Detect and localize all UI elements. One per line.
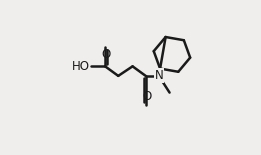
Text: N: N bbox=[155, 69, 163, 82]
Text: O: O bbox=[102, 48, 111, 61]
Text: O: O bbox=[142, 90, 152, 103]
Text: HO: HO bbox=[72, 60, 90, 73]
